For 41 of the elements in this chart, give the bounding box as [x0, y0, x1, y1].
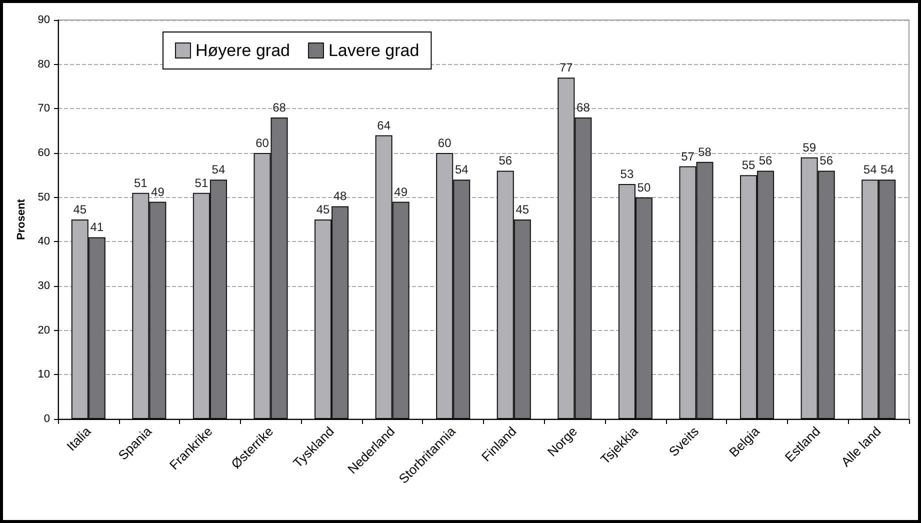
data-label: 68 [272, 100, 286, 115]
data-label: 51 [134, 176, 148, 190]
data-label: 41 [90, 220, 104, 234]
data-label: 60 [256, 136, 270, 150]
data-label: 45 [73, 202, 87, 216]
data-label: 77 [559, 60, 574, 75]
y-tick-label: 20 [38, 324, 50, 336]
data-label: 54 [212, 162, 226, 177]
data-label: 54 [454, 162, 469, 177]
y-axis-title: Prosent [15, 198, 28, 240]
legend-label: Lavere grad [328, 41, 420, 60]
data-label: 58 [698, 144, 712, 159]
y-tick-label: 30 [38, 280, 50, 292]
y-tick-label: 80 [38, 58, 50, 70]
data-label: 56 [498, 154, 512, 168]
y-tick-label: 50 [38, 191, 50, 204]
data-label: 45 [316, 202, 330, 216]
data-label: 53 [620, 167, 634, 182]
data-label: 57 [681, 149, 695, 164]
data-label: 56 [758, 154, 773, 168]
data-label: 55 [742, 158, 756, 172]
y-tick-label: 0 [44, 413, 50, 425]
y-tick-label: 90 [38, 14, 50, 26]
data-label: 49 [394, 184, 408, 199]
data-label: 54 [863, 162, 878, 177]
data-label: 51 [194, 176, 208, 190]
data-label: 45 [516, 202, 530, 216]
legend-label: Høyere grad [196, 41, 290, 60]
data-label: 54 [880, 162, 894, 177]
data-label: 50 [637, 180, 651, 194]
data-label: 56 [820, 154, 834, 168]
data-label: 59 [802, 140, 816, 154]
y-tick-label: 40 [38, 236, 50, 248]
y-tick-label: 10 [38, 368, 50, 381]
data-label: 68 [576, 100, 590, 115]
data-label: 49 [151, 184, 165, 199]
data-label: 60 [438, 136, 452, 150]
y-tick-label: 70 [38, 102, 50, 115]
y-tick-label: 60 [38, 147, 50, 159]
data-label: 48 [333, 189, 348, 204]
data-label: 64 [377, 118, 391, 132]
